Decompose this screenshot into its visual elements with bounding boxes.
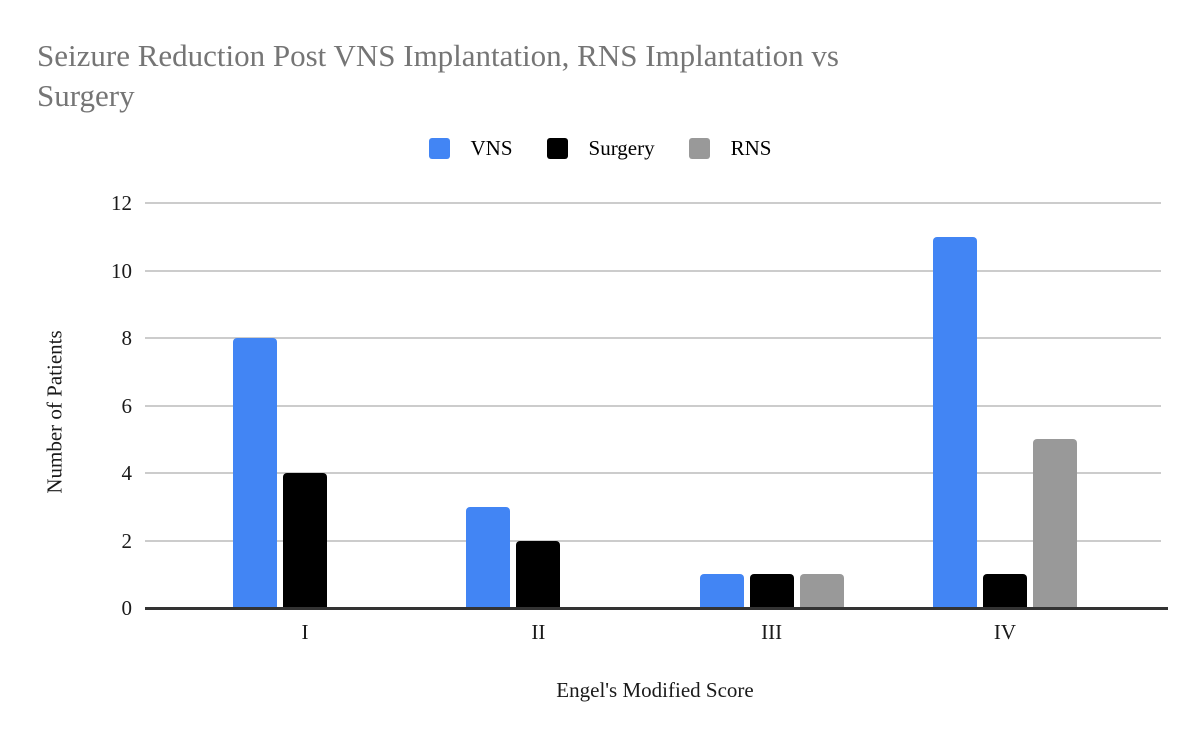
- chart-title-line1: Seizure Reduction Post VNS Implantation,…: [37, 38, 839, 73]
- x-category-label-iv: IV: [993, 620, 1017, 644]
- y-tick-label-6: 6: [121, 393, 133, 418]
- bar-vns-ii: [466, 506, 511, 608]
- legend-item-surgery: Surgery: [546, 136, 655, 161]
- y-tick-label-0: 0: [121, 596, 133, 620]
- gridline-4: [145, 472, 1161, 474]
- x-axis-title: Engel's Modified Score: [556, 678, 754, 702]
- chart-title-line2: Surgery: [37, 78, 135, 113]
- legend-swatch-surgery: [546, 138, 568, 159]
- legend-swatch-vns: [428, 138, 450, 159]
- bar-rns-iii: [799, 574, 844, 608]
- y-axis-title: Number of Patients: [42, 330, 67, 494]
- gridline-8: [145, 337, 1161, 339]
- bar-vns-iv: [932, 236, 977, 608]
- bar-surgery-iv: [982, 574, 1027, 608]
- y-tick-label-12: 12: [111, 191, 132, 215]
- gridline-12: [145, 202, 1161, 204]
- bar-vns-iii: [699, 574, 744, 608]
- x-category-label-i: I: [301, 620, 309, 644]
- y-tick-label-2: 2: [121, 528, 133, 553]
- bar-surgery-ii: [516, 540, 561, 608]
- legend-swatch-rns: [688, 138, 710, 159]
- y-tick-label-10: 10: [111, 258, 132, 283]
- legend-label-rns: RNS: [730, 136, 772, 160]
- bar-surgery-iii: [749, 574, 794, 608]
- legend-item-rns: RNS: [688, 136, 772, 161]
- legend-label-vns: VNS: [470, 136, 513, 160]
- legend-label-surgery: Surgery: [588, 136, 655, 160]
- chart-title: Seizure Reduction Post VNS Implantation,…: [37, 36, 839, 116]
- x-category-label-iii: III: [761, 620, 783, 644]
- bar-surgery-i: [283, 473, 327, 608]
- bar-vns-i: [233, 338, 277, 608]
- y-tick-label-8: 8: [121, 326, 133, 350]
- x-axis-line: [145, 607, 1168, 610]
- gridline-6: [145, 404, 1161, 407]
- x-category-label-ii: II: [531, 620, 546, 644]
- legend-item-vns: VNS: [428, 136, 513, 161]
- bar-rns-iv: [1032, 439, 1077, 608]
- gridline-2: [145, 539, 1161, 542]
- gridline-10: [145, 269, 1161, 272]
- legend: VNS Surgery RNS: [0, 136, 1200, 161]
- y-tick-label-4: 4: [121, 461, 133, 485]
